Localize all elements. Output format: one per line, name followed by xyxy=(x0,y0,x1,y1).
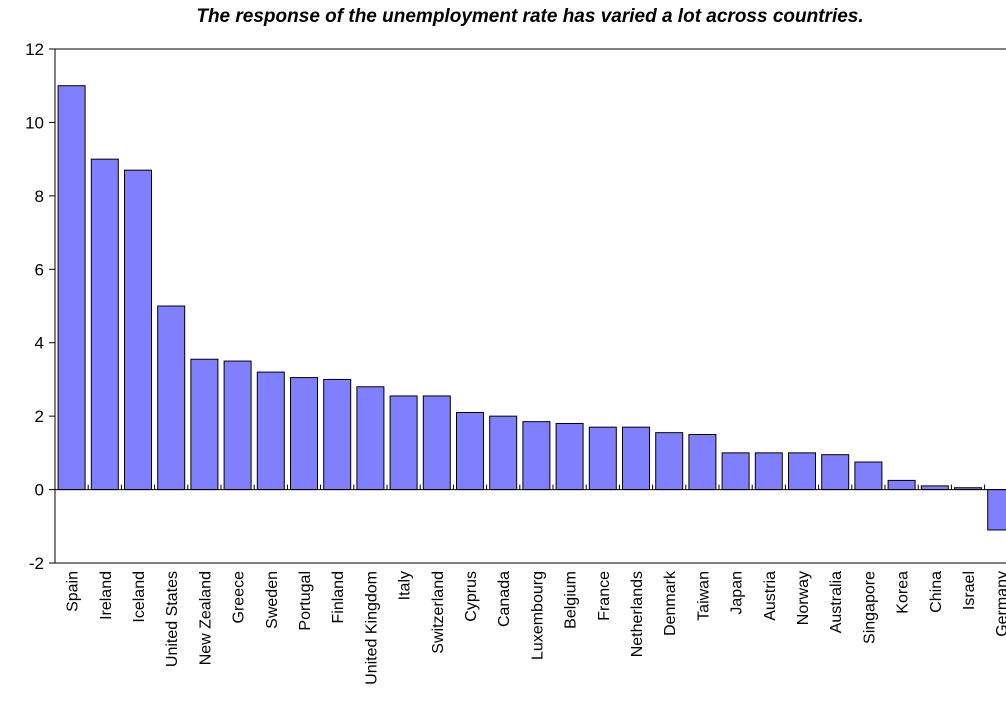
bar-denmark xyxy=(655,432,684,491)
x-category-label: United States xyxy=(164,571,181,667)
x-category-label: China xyxy=(928,571,945,613)
x-category-label: Ireland xyxy=(98,571,115,620)
bar-switzerland xyxy=(422,395,451,491)
y-tick-label: 4 xyxy=(35,334,44,353)
bar-canada xyxy=(489,415,518,491)
x-category-label: Netherlands xyxy=(629,571,646,657)
bar-greece xyxy=(223,360,252,491)
x-category-label: Germany xyxy=(994,571,1006,637)
bar-austria xyxy=(754,452,783,491)
x-category-label: Israel xyxy=(961,571,978,610)
x-category-label: Spain xyxy=(65,571,82,612)
x-category-label: Norway xyxy=(795,571,812,625)
x-category-label: Taiwan xyxy=(695,571,712,621)
bar-france xyxy=(588,426,617,491)
x-category-label: Austria xyxy=(762,571,779,621)
x-category-label: New Zealand xyxy=(197,571,214,665)
x-category-label: Greece xyxy=(231,571,248,624)
plot-area-frame xyxy=(54,48,1006,564)
bar-luxembourg xyxy=(522,421,551,491)
y-tick-label: 8 xyxy=(35,187,44,206)
bar-netherlands xyxy=(622,426,650,491)
x-category-label: Belgium xyxy=(563,571,580,629)
y-tick-label: 0 xyxy=(35,481,44,500)
x-category-label: Australia xyxy=(828,571,845,633)
x-category-label: France xyxy=(596,571,613,621)
chart-title: The response of the unemployment rate ha… xyxy=(196,6,864,27)
bar-iceland xyxy=(124,169,152,491)
x-category-label: Switzerland xyxy=(430,571,447,654)
bar-norway xyxy=(788,452,816,491)
y-tick-label: -2 xyxy=(29,554,44,573)
x-category-label: Canada xyxy=(496,571,513,627)
y-tick-label: 12 xyxy=(25,40,44,59)
bar-finland xyxy=(323,378,352,491)
bar-taiwan xyxy=(688,434,717,491)
x-category-label: Singapore xyxy=(861,571,878,644)
bar-sweden xyxy=(256,371,285,491)
bar-japan xyxy=(721,452,750,491)
bar-italy xyxy=(389,395,418,491)
x-category-label: Sweden xyxy=(264,571,281,629)
bar-portugal xyxy=(290,377,318,491)
x-category-label: Italy xyxy=(397,571,414,600)
x-category-label: Portugal xyxy=(297,571,314,631)
x-category-label: Japan xyxy=(729,571,746,615)
bar-cyprus xyxy=(456,411,484,491)
bar-korea xyxy=(887,479,916,491)
bar-china xyxy=(920,485,949,491)
x-category-label: Cyprus xyxy=(463,571,480,622)
bar-spain xyxy=(57,85,86,491)
bar-united-states xyxy=(157,305,186,491)
x-category-label: Luxembourg xyxy=(529,571,546,660)
bar-united-kingdom xyxy=(356,386,385,491)
bar-singapore xyxy=(854,461,883,491)
x-category-label: Denmark xyxy=(662,570,679,636)
bar-new-zealand xyxy=(190,358,219,491)
y-tick-label: 6 xyxy=(35,260,44,279)
y-tick-label: 10 xyxy=(25,113,44,132)
bar-australia xyxy=(821,454,850,491)
bar-ireland xyxy=(90,158,119,491)
bar-belgium xyxy=(555,422,584,491)
x-category-label: Korea xyxy=(895,571,912,614)
bar-germany xyxy=(987,489,1006,531)
x-category-label: Iceland xyxy=(131,571,148,623)
x-category-label: Finland xyxy=(330,571,347,623)
y-tick-label: 2 xyxy=(35,407,44,426)
x-category-label: United Kingdom xyxy=(363,571,380,685)
